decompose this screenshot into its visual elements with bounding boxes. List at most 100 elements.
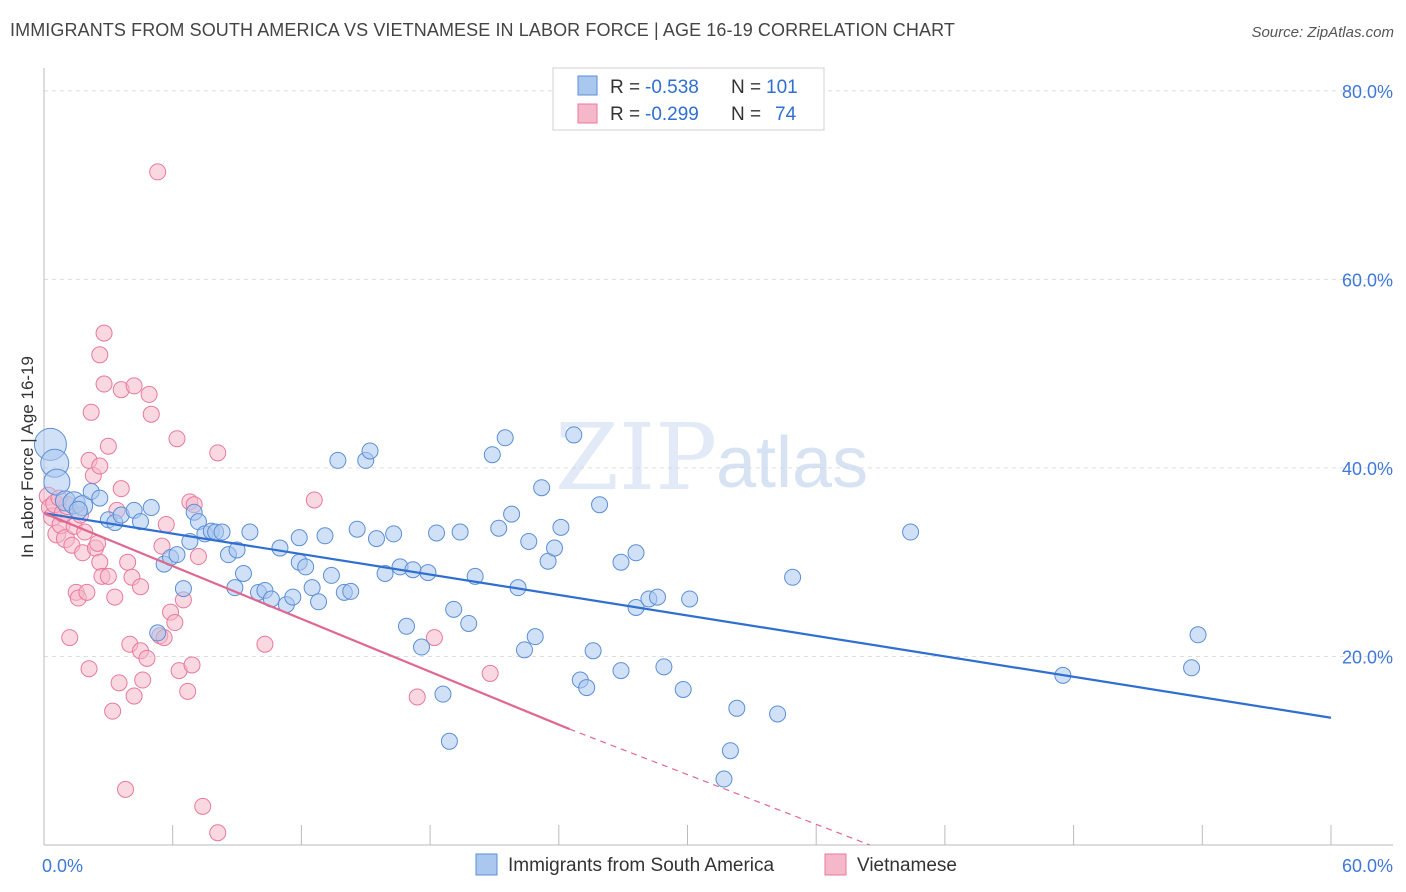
point-south-america bbox=[612, 662, 630, 680]
point-vietnamese bbox=[138, 649, 156, 667]
point-south-america bbox=[674, 680, 692, 698]
trend-lines bbox=[43, 512, 1332, 846]
point-vietnamese bbox=[425, 629, 443, 647]
x-tick-label: 0.0% bbox=[42, 856, 83, 876]
point-vietnamese bbox=[91, 346, 109, 364]
point-vietnamese bbox=[183, 656, 201, 674]
point-vietnamese bbox=[168, 430, 186, 448]
point-vietnamese bbox=[142, 405, 160, 423]
point-vietnamese bbox=[481, 664, 499, 682]
legend-r-label-1: R = bbox=[610, 77, 640, 98]
point-south-america bbox=[228, 541, 246, 559]
point-south-america bbox=[784, 568, 802, 586]
point-vietnamese bbox=[82, 403, 100, 421]
point-vietnamese bbox=[61, 629, 79, 647]
point-vietnamese bbox=[95, 324, 113, 342]
point-south-america bbox=[520, 532, 538, 550]
point-vietnamese bbox=[179, 682, 197, 700]
point-south-america bbox=[404, 561, 422, 579]
point-south-america bbox=[385, 525, 403, 543]
point-south-america bbox=[533, 479, 551, 497]
point-vietnamese bbox=[78, 583, 96, 601]
point-vietnamese bbox=[209, 824, 227, 842]
point-vietnamese bbox=[106, 588, 124, 606]
point-vietnamese bbox=[408, 688, 426, 706]
point-south-america bbox=[329, 451, 347, 469]
point-south-america bbox=[648, 588, 666, 606]
point-south-america bbox=[584, 642, 602, 660]
point-south-america bbox=[413, 638, 431, 656]
point-south-america bbox=[496, 429, 514, 447]
point-south-america bbox=[728, 699, 746, 717]
point-south-america bbox=[241, 523, 259, 541]
south-america-points bbox=[33, 426, 1207, 788]
point-vietnamese bbox=[119, 553, 137, 571]
trend-line-south-america bbox=[43, 512, 1332, 719]
point-vietnamese bbox=[153, 537, 171, 555]
point-south-america bbox=[902, 523, 920, 541]
point-south-america bbox=[526, 628, 544, 646]
series-legend-label-vietnamese: Vietnamese bbox=[857, 855, 957, 876]
watermark-zip: ZIP bbox=[555, 404, 717, 511]
x-tick-label: 60.0% bbox=[1342, 856, 1393, 876]
point-south-america bbox=[769, 705, 787, 723]
point-south-america bbox=[290, 529, 308, 547]
point-vietnamese bbox=[149, 163, 167, 181]
watermark-atlas: atlas bbox=[716, 423, 868, 503]
point-vietnamese bbox=[80, 660, 98, 678]
point-south-america bbox=[297, 558, 315, 576]
legend-swatch-pink bbox=[577, 103, 598, 124]
legend-r-label-2: R = bbox=[610, 104, 640, 125]
zipatlas-watermark: ZIP atlas bbox=[555, 404, 868, 511]
point-south-america bbox=[515, 641, 533, 659]
y-tick-label: 80.0% bbox=[1342, 82, 1393, 102]
y-tick-label: 40.0% bbox=[1342, 459, 1393, 479]
point-vietnamese bbox=[110, 674, 128, 692]
legend-n-label-2: N = bbox=[731, 104, 761, 125]
point-south-america bbox=[565, 426, 583, 444]
point-south-america bbox=[445, 600, 463, 618]
point-vietnamese bbox=[132, 578, 150, 596]
legend-r-value-2: -0.299 bbox=[645, 104, 699, 125]
point-south-america bbox=[440, 732, 458, 750]
point-south-america bbox=[503, 505, 521, 523]
point-south-america bbox=[398, 617, 416, 635]
point-south-america bbox=[483, 446, 501, 464]
legend-n-value-1: 101 bbox=[766, 77, 798, 98]
point-south-america bbox=[490, 519, 508, 537]
point-vietnamese bbox=[166, 614, 184, 632]
series-legend-swatch-blue bbox=[475, 853, 498, 876]
point-south-america bbox=[174, 580, 192, 598]
point-vietnamese bbox=[134, 671, 152, 689]
point-south-america bbox=[552, 518, 570, 536]
point-south-america bbox=[303, 579, 321, 597]
point-vietnamese bbox=[91, 553, 109, 571]
legend-swatch-blue bbox=[577, 75, 598, 96]
point-south-america bbox=[142, 499, 160, 517]
point-south-america bbox=[1189, 626, 1207, 644]
point-south-america bbox=[376, 565, 394, 583]
point-south-america bbox=[546, 539, 564, 557]
point-south-america bbox=[367, 530, 385, 548]
series-legend-label-south-america: Immigrants from South America bbox=[508, 855, 775, 876]
point-vietnamese bbox=[95, 375, 113, 393]
trend-line-vietnamese bbox=[43, 512, 570, 731]
legend-r-value-1: -0.538 bbox=[645, 77, 699, 98]
point-vietnamese bbox=[125, 687, 143, 705]
point-south-america bbox=[1183, 659, 1201, 677]
point-south-america bbox=[721, 742, 739, 760]
point-south-america bbox=[428, 524, 446, 542]
point-south-america bbox=[132, 513, 150, 531]
point-south-america bbox=[149, 624, 167, 642]
series-legend-swatch-pink bbox=[824, 853, 847, 876]
chart-title: IMMIGRANTS FROM SOUTH AMERICA VS VIETNAM… bbox=[10, 20, 955, 40]
point-south-america bbox=[310, 593, 328, 611]
point-south-america bbox=[460, 614, 478, 632]
point-south-america bbox=[322, 566, 340, 584]
point-vietnamese bbox=[99, 567, 117, 585]
point-south-america bbox=[434, 685, 452, 703]
point-south-america bbox=[715, 770, 733, 788]
point-south-america bbox=[578, 679, 596, 697]
point-south-america bbox=[591, 496, 609, 514]
